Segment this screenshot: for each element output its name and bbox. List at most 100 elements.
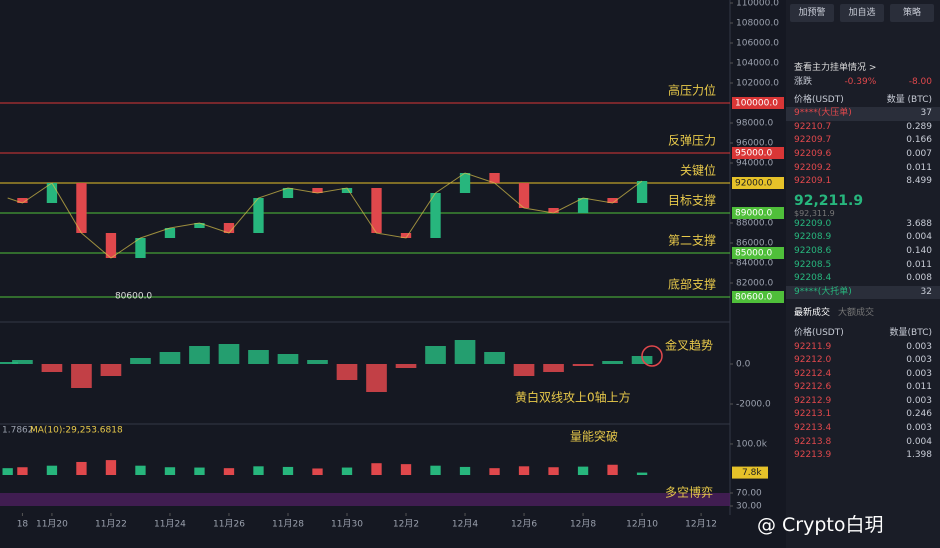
link[interactable]: 查看主力挂单情况 >	[794, 63, 877, 73]
macd-bar	[218, 344, 240, 364]
highlight	[641, 345, 663, 367]
last-label: 7.8k	[742, 468, 762, 478]
ask-row: 92209.7 0.166	[786, 134, 940, 148]
header-cell: 价格(USDT)	[794, 327, 844, 338]
price: 92209.2	[794, 162, 832, 173]
tab[interactable]: 最新成交	[794, 308, 831, 319]
qty: 0.011	[906, 382, 932, 393]
qty: 0.007	[906, 148, 932, 159]
candle	[253, 198, 264, 233]
button[interactable]: 策略	[890, 4, 934, 22]
level-name: 底部支撑	[668, 277, 716, 292]
level-price: 85000.0	[735, 249, 772, 259]
price: 92213.4	[794, 423, 832, 434]
macd-bar	[513, 364, 535, 376]
level-name: 高压力位	[668, 83, 716, 98]
price: 92212.6	[794, 382, 832, 393]
note: 多空博弈	[665, 485, 713, 500]
x-tick-label: 11月20	[36, 519, 68, 530]
buttons: 加预警 加自选 策略	[786, 0, 940, 28]
candle	[459, 173, 471, 193]
bid-row: 92209.0 3.688	[786, 218, 940, 232]
volume-bar	[282, 466, 294, 475]
price: 92212.4	[794, 368, 832, 379]
price: 92208.5	[794, 259, 832, 270]
last-price: 92,211.9	[794, 192, 864, 209]
volume-bar	[577, 466, 589, 475]
level-tag	[732, 177, 784, 189]
macd-bar	[425, 346, 446, 364]
volume-bar	[223, 468, 235, 475]
level-tag	[732, 97, 784, 109]
y-tick-label: 102000.0	[736, 79, 779, 89]
price: 92213.9	[794, 450, 832, 461]
price: 92208.4	[794, 273, 832, 284]
tab[interactable]: 大额成交	[838, 308, 875, 319]
macd-bar	[572, 364, 594, 366]
spacer	[786, 28, 940, 60]
candle	[400, 233, 412, 238]
x-tick-label: 11月24	[154, 519, 186, 530]
level-name: 目标支撑	[668, 193, 716, 208]
ask-row: 92210.7 0.289	[786, 121, 940, 135]
x-tick-label: 12月6	[511, 519, 537, 530]
price: 92209.7	[794, 135, 832, 146]
watermark: @ Crypto白玥	[757, 514, 884, 536]
trade-row: 92211.9 0.003	[786, 341, 940, 355]
header-cell: 数量(BTC)	[889, 327, 932, 338]
candle	[76, 183, 87, 233]
qty: 0.289	[906, 121, 932, 132]
trade-row: 92213.9 1.398	[786, 449, 940, 463]
big-bid: 9****(大托单) 32	[786, 285, 940, 300]
y-tick-label: 86000.0	[736, 239, 773, 249]
tabs: 最新成交 大额成交	[786, 307, 940, 321]
price: 92213.8	[794, 436, 832, 447]
low-label: 80600.0	[115, 292, 152, 302]
price: 9****(大托单)	[794, 286, 852, 297]
qty: 0.003	[906, 395, 932, 406]
price: 92211.9	[794, 341, 832, 352]
macd-bar	[602, 361, 623, 364]
last-tag	[732, 466, 768, 479]
x-tick-label: 11月26	[213, 519, 245, 530]
macd-bar	[130, 358, 151, 364]
osc-band	[0, 493, 730, 507]
vol-ma: MA(10):29,253.6818	[30, 426, 123, 436]
big-ask: 9****(大压单) 37	[786, 107, 940, 121]
x-tick-label: 18	[17, 520, 29, 530]
trade-row: 92212.0 0.003	[786, 354, 940, 368]
candle	[548, 208, 559, 213]
volume-bar	[518, 466, 530, 475]
header: 价格(USDT) 数量 (BTC)	[786, 94, 940, 108]
level-tag	[732, 207, 784, 219]
macd-bar	[543, 364, 564, 372]
macd-bar	[395, 364, 417, 368]
volume-bar	[548, 467, 559, 475]
x-tick-label: 12月10	[626, 519, 658, 530]
candle	[46, 183, 58, 203]
y-tick-label: 100.0k	[736, 439, 768, 449]
button[interactable]: 加自选	[840, 4, 884, 22]
y-tick-label: 70.00	[736, 489, 762, 499]
abs: -8.00	[908, 77, 932, 87]
y-tick-label: 88000.0	[736, 219, 773, 229]
candle	[164, 228, 176, 238]
pct: -0.39%	[844, 77, 877, 87]
trade-header: 价格(USDT) 数量(BTC)	[786, 327, 940, 341]
macd-bar	[189, 346, 210, 364]
level-name: 关键位	[680, 163, 716, 178]
volume-bar	[164, 467, 176, 475]
volume-bar	[341, 467, 353, 475]
level-tag	[732, 291, 784, 303]
candle	[636, 181, 648, 203]
y-tick-label: 106000.0	[736, 39, 779, 49]
price: 92209.1	[794, 176, 832, 187]
x-tick-label: 11月22	[95, 519, 127, 530]
y-tick-label: 82000.0	[736, 279, 773, 289]
trade-row: 92212.6 0.011	[786, 381, 940, 395]
volume-bar	[489, 468, 500, 475]
button[interactable]: 加预警	[790, 4, 834, 22]
macd-bar	[454, 340, 476, 364]
volume-bar	[312, 468, 323, 475]
candle	[607, 198, 618, 203]
